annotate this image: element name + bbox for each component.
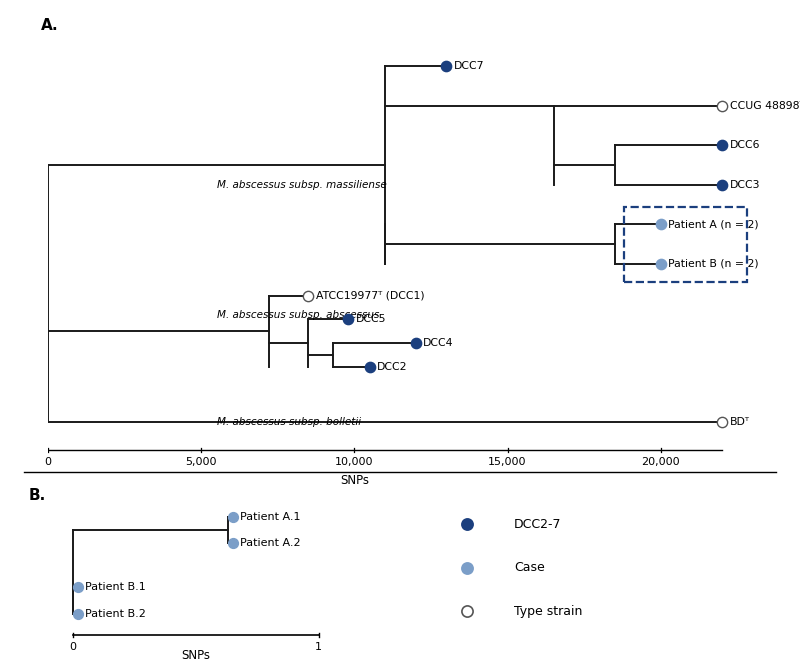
Text: SNPs: SNPs — [181, 649, 210, 660]
Text: M. abscessus subsp. bolletii: M. abscessus subsp. bolletii — [217, 417, 361, 428]
Text: SNPs: SNPs — [340, 474, 369, 487]
Text: 1: 1 — [315, 642, 322, 651]
Text: Patient B (n = 2): Patient B (n = 2) — [669, 259, 759, 269]
Point — [226, 512, 239, 522]
Text: 10,000: 10,000 — [335, 457, 374, 467]
Text: A.: A. — [41, 18, 58, 33]
Point — [461, 562, 474, 573]
Point — [440, 61, 453, 71]
Text: CCUG 48898ᵀ: CCUG 48898ᵀ — [730, 100, 800, 111]
Text: DCC3: DCC3 — [730, 180, 760, 190]
Text: 5,000: 5,000 — [186, 457, 217, 467]
Point — [654, 219, 667, 230]
Text: 20,000: 20,000 — [642, 457, 680, 467]
Point — [71, 609, 84, 619]
Text: DCC6: DCC6 — [730, 140, 760, 150]
Text: M. abscessus subsp. abscessus: M. abscessus subsp. abscessus — [217, 310, 379, 321]
Point — [363, 362, 376, 372]
Point — [716, 417, 729, 428]
Point — [410, 338, 422, 348]
Text: Patient B.2: Patient B.2 — [85, 609, 146, 619]
Text: BDᵀ: BDᵀ — [730, 417, 750, 428]
Text: Patient A.2: Patient A.2 — [240, 539, 301, 548]
Text: M. abscessus subsp. massiliense: M. abscessus subsp. massiliense — [217, 180, 386, 190]
Text: 0: 0 — [45, 457, 51, 467]
Point — [716, 140, 729, 150]
Point — [461, 606, 474, 616]
Point — [226, 538, 239, 548]
Text: Patient B.1: Patient B.1 — [85, 582, 146, 593]
Point — [71, 582, 84, 593]
Point — [716, 180, 729, 190]
Text: DCC4: DCC4 — [423, 338, 454, 348]
Bar — [624, 207, 746, 282]
Point — [302, 290, 315, 301]
Text: 0: 0 — [69, 642, 76, 651]
Text: DCC5: DCC5 — [356, 314, 386, 325]
Text: DCC7: DCC7 — [454, 61, 485, 71]
Point — [716, 100, 729, 111]
Point — [342, 314, 354, 325]
Text: Patient A.1: Patient A.1 — [240, 512, 301, 522]
Text: Case: Case — [514, 561, 545, 574]
Point — [461, 519, 474, 529]
Text: B.: B. — [29, 488, 46, 503]
Text: 15,000: 15,000 — [488, 457, 527, 467]
Text: ATCC19977ᵀ (DCC1): ATCC19977ᵀ (DCC1) — [316, 290, 425, 301]
Text: Patient A (n = 2): Patient A (n = 2) — [669, 219, 759, 230]
Text: Type strain: Type strain — [514, 605, 582, 618]
Text: DCC2: DCC2 — [378, 362, 408, 372]
Text: DCC2-7: DCC2-7 — [514, 517, 562, 531]
Point — [654, 259, 667, 269]
